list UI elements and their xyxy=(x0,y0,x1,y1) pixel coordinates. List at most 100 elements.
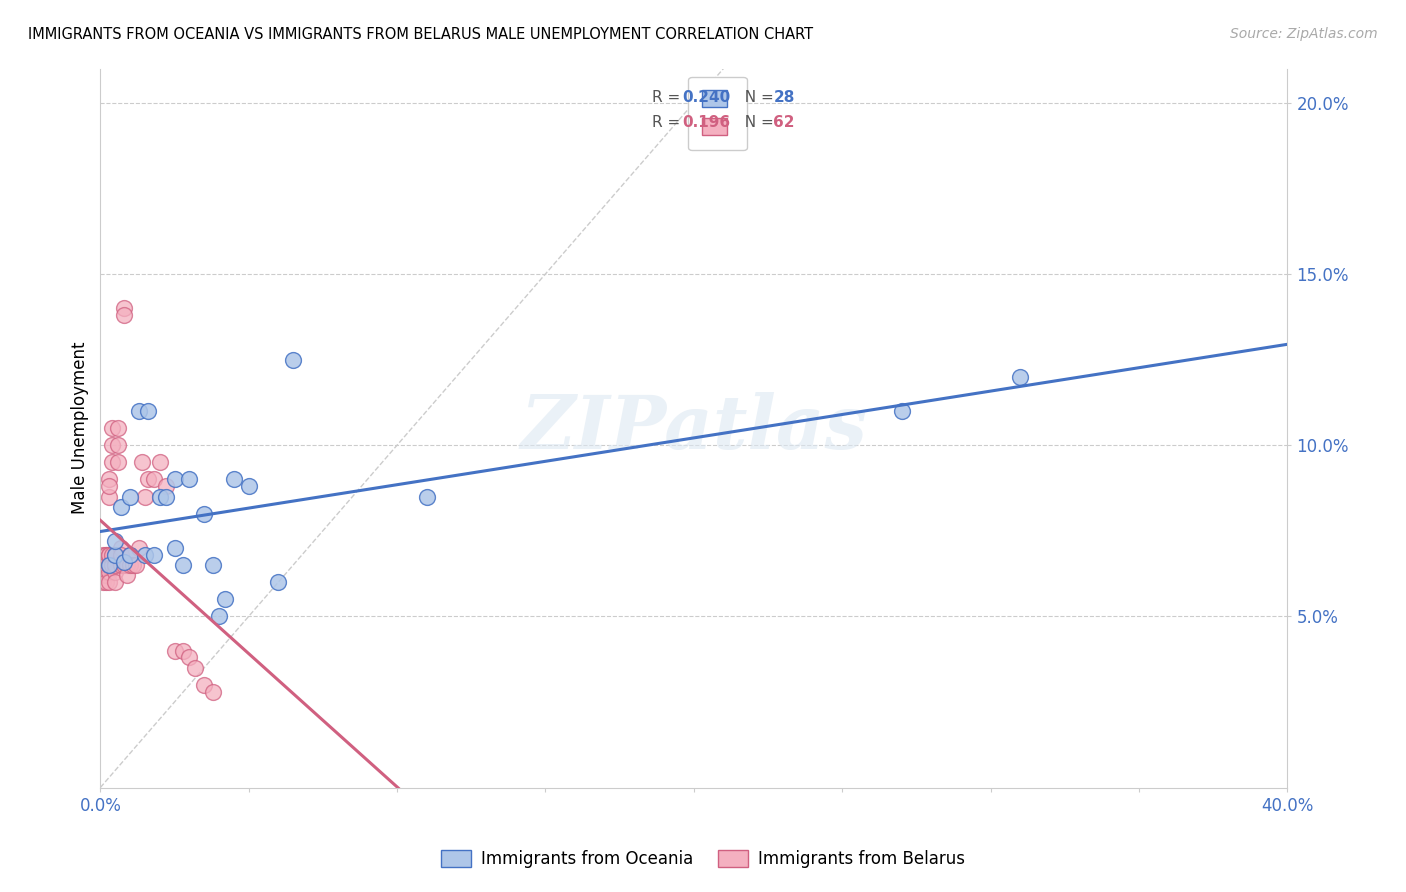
Point xyxy=(112,308,135,322)
Point xyxy=(96,558,118,572)
Text: 62: 62 xyxy=(773,115,794,130)
Y-axis label: Male Unemployment: Male Unemployment xyxy=(72,342,89,515)
Point xyxy=(98,548,121,562)
Text: N =: N = xyxy=(735,115,779,130)
Point xyxy=(125,558,148,572)
Point xyxy=(101,558,124,572)
Point xyxy=(104,558,127,572)
Point xyxy=(110,548,132,562)
Point xyxy=(96,568,118,582)
Point xyxy=(91,568,114,582)
Point xyxy=(115,568,138,582)
Point xyxy=(134,548,156,562)
Point xyxy=(96,575,118,590)
Point xyxy=(136,404,159,418)
Point xyxy=(416,490,439,504)
Point xyxy=(163,472,186,486)
Text: ZIPatlas: ZIPatlas xyxy=(520,392,868,464)
Point xyxy=(98,565,121,579)
Point xyxy=(142,548,165,562)
Point xyxy=(101,438,124,452)
Point xyxy=(222,472,245,486)
Point xyxy=(91,558,114,572)
Point xyxy=(96,558,118,572)
Point xyxy=(208,609,231,624)
Point xyxy=(128,541,150,555)
Point xyxy=(1010,369,1032,384)
Text: 0.240: 0.240 xyxy=(682,90,730,104)
Point xyxy=(91,548,114,562)
Point xyxy=(91,575,114,590)
Point xyxy=(118,548,141,562)
Text: R =: R = xyxy=(652,115,685,130)
Point xyxy=(128,404,150,418)
Point xyxy=(110,558,132,572)
Point xyxy=(96,548,118,562)
Point xyxy=(136,472,159,486)
Point xyxy=(118,558,141,572)
Point xyxy=(149,455,172,469)
Point xyxy=(98,558,121,572)
Point xyxy=(110,500,132,514)
Point xyxy=(112,555,135,569)
Point xyxy=(96,548,118,562)
Text: N =: N = xyxy=(735,90,779,104)
Point xyxy=(163,643,186,657)
Point xyxy=(118,548,141,562)
Point xyxy=(104,575,127,590)
Point xyxy=(149,490,172,504)
Point xyxy=(134,490,156,504)
Point xyxy=(101,455,124,469)
Point xyxy=(104,565,127,579)
Point xyxy=(283,352,305,367)
Point xyxy=(179,650,201,665)
Point xyxy=(214,592,236,607)
Point xyxy=(112,558,135,572)
Text: R =: R = xyxy=(652,90,685,104)
Point xyxy=(202,558,225,572)
Text: Source: ZipAtlas.com: Source: ZipAtlas.com xyxy=(1230,27,1378,41)
Point xyxy=(107,421,129,435)
Point xyxy=(91,565,114,579)
Point xyxy=(107,455,129,469)
Point xyxy=(172,558,194,572)
Point xyxy=(101,548,124,562)
Point xyxy=(96,558,118,572)
Point xyxy=(131,455,153,469)
Point xyxy=(104,534,127,549)
Point xyxy=(179,472,201,486)
Point xyxy=(115,558,138,572)
Point xyxy=(184,661,207,675)
Point xyxy=(98,548,121,562)
Point xyxy=(98,479,121,493)
Point xyxy=(122,558,145,572)
Point xyxy=(163,541,186,555)
Point xyxy=(96,565,118,579)
Point xyxy=(172,643,194,657)
Point xyxy=(112,301,135,316)
Point xyxy=(98,490,121,504)
Point xyxy=(238,479,260,493)
Point xyxy=(202,684,225,698)
Point xyxy=(104,548,127,562)
Text: 28: 28 xyxy=(773,90,794,104)
Point xyxy=(98,575,121,590)
Point xyxy=(267,575,290,590)
Point xyxy=(193,507,215,521)
Point xyxy=(107,438,129,452)
Point xyxy=(104,558,127,572)
Point xyxy=(890,404,912,418)
Point xyxy=(104,548,127,562)
Text: IMMIGRANTS FROM OCEANIA VS IMMIGRANTS FROM BELARUS MALE UNEMPLOYMENT CORRELATION: IMMIGRANTS FROM OCEANIA VS IMMIGRANTS FR… xyxy=(28,27,813,42)
Point xyxy=(98,472,121,486)
Legend: , : , xyxy=(689,77,747,150)
Point xyxy=(155,479,177,493)
Point xyxy=(101,421,124,435)
Legend: Immigrants from Oceania, Immigrants from Belarus: Immigrants from Oceania, Immigrants from… xyxy=(434,843,972,875)
Point xyxy=(110,541,132,555)
Point xyxy=(91,558,114,572)
Text: 0.196: 0.196 xyxy=(682,115,730,130)
Point xyxy=(98,558,121,572)
Point xyxy=(155,490,177,504)
Point xyxy=(193,678,215,692)
